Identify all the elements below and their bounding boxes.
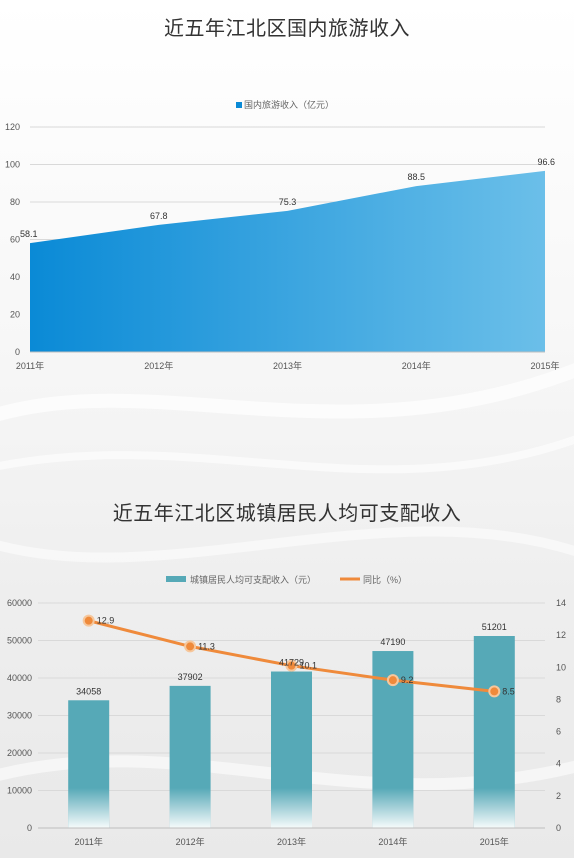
x-tick-label: 2014年 [402, 360, 431, 371]
bar-data-label: 37902 [178, 672, 203, 682]
y-tick-label: 0 [15, 347, 20, 357]
data-label: 58.1 [20, 229, 38, 239]
y-tick-label: 30000 [7, 711, 32, 721]
legend-label-tourism: 国内旅游收入（亿元） [244, 99, 334, 110]
bar-data-label: 51201 [482, 622, 507, 632]
x-tick-label: 2011年 [75, 836, 103, 847]
legend-swatch-income [166, 576, 186, 582]
line-data-label: 10.1 [300, 661, 318, 671]
y-tick-label: 50000 [7, 636, 32, 646]
bar-fade [68, 788, 110, 828]
area-series-tourism [30, 170, 545, 352]
chart-title-tourism: 近五年江北区国内旅游收入 [164, 18, 410, 40]
line-data-label: 12.9 [97, 616, 115, 626]
line-data-label: 11.3 [198, 641, 215, 651]
y-tick-label: 120 [5, 122, 20, 132]
x-tick-label: 2011年 [16, 360, 44, 371]
legend-label-yoy: 同比（%） [363, 574, 407, 585]
line-marker [184, 640, 197, 653]
y2-tick-label: 12 [556, 630, 566, 640]
bar-data-label: 34058 [76, 686, 101, 696]
line-data-label: 8.5 [502, 686, 515, 696]
legend-label-income: 城镇居民人均可支配收入（元） [190, 574, 316, 585]
x-tick-label: 2012年 [176, 836, 205, 847]
bar-fade [169, 788, 211, 828]
y2-tick-label: 0 [556, 823, 561, 833]
line-marker [386, 674, 399, 687]
bar-data-label: 47190 [380, 637, 405, 647]
chart-title-income: 近五年江北区城镇居民人均可支配收入 [112, 503, 462, 525]
legend-swatch-tourism [236, 102, 242, 108]
bar-fade [473, 788, 515, 828]
y-tick-label: 0 [27, 823, 32, 833]
x-tick-label: 2013年 [277, 836, 306, 847]
data-label: 96.6 [537, 157, 555, 167]
y2-tick-label: 6 [556, 727, 561, 737]
data-label: 75.3 [279, 197, 297, 207]
y-tick-label: 100 [5, 160, 20, 170]
x-tick-label: 2015年 [480, 836, 509, 847]
y-tick-label: 40 [10, 272, 20, 282]
y2-tick-label: 14 [556, 598, 566, 608]
y-tick-label: 60000 [7, 598, 32, 608]
y-tick-label: 10000 [7, 786, 32, 796]
y2-tick-label: 10 [556, 662, 566, 672]
y-tick-label: 40000 [7, 673, 32, 683]
x-tick-label: 2012年 [144, 360, 173, 371]
line-marker [488, 685, 501, 698]
y2-tick-label: 4 [556, 759, 561, 769]
x-tick-label: 2015年 [530, 360, 559, 371]
line-marker [82, 614, 95, 627]
x-tick-label: 2013年 [273, 360, 302, 371]
y-tick-label: 60 [10, 235, 20, 245]
y2-tick-label: 2 [556, 791, 561, 801]
line-marker [285, 659, 298, 672]
data-label: 88.5 [407, 172, 425, 182]
y-tick-label: 80 [10, 197, 20, 207]
y2-tick-label: 8 [556, 694, 561, 704]
y-tick-label: 20000 [7, 748, 32, 758]
x-tick-label: 2014年 [378, 836, 407, 847]
y-tick-label: 20 [10, 310, 20, 320]
data-label: 67.8 [150, 211, 168, 221]
bar-fade [372, 788, 414, 828]
line-data-label: 9.2 [401, 675, 414, 685]
bar-data-label: 41729 [279, 658, 304, 668]
bar-fade [271, 788, 312, 828]
